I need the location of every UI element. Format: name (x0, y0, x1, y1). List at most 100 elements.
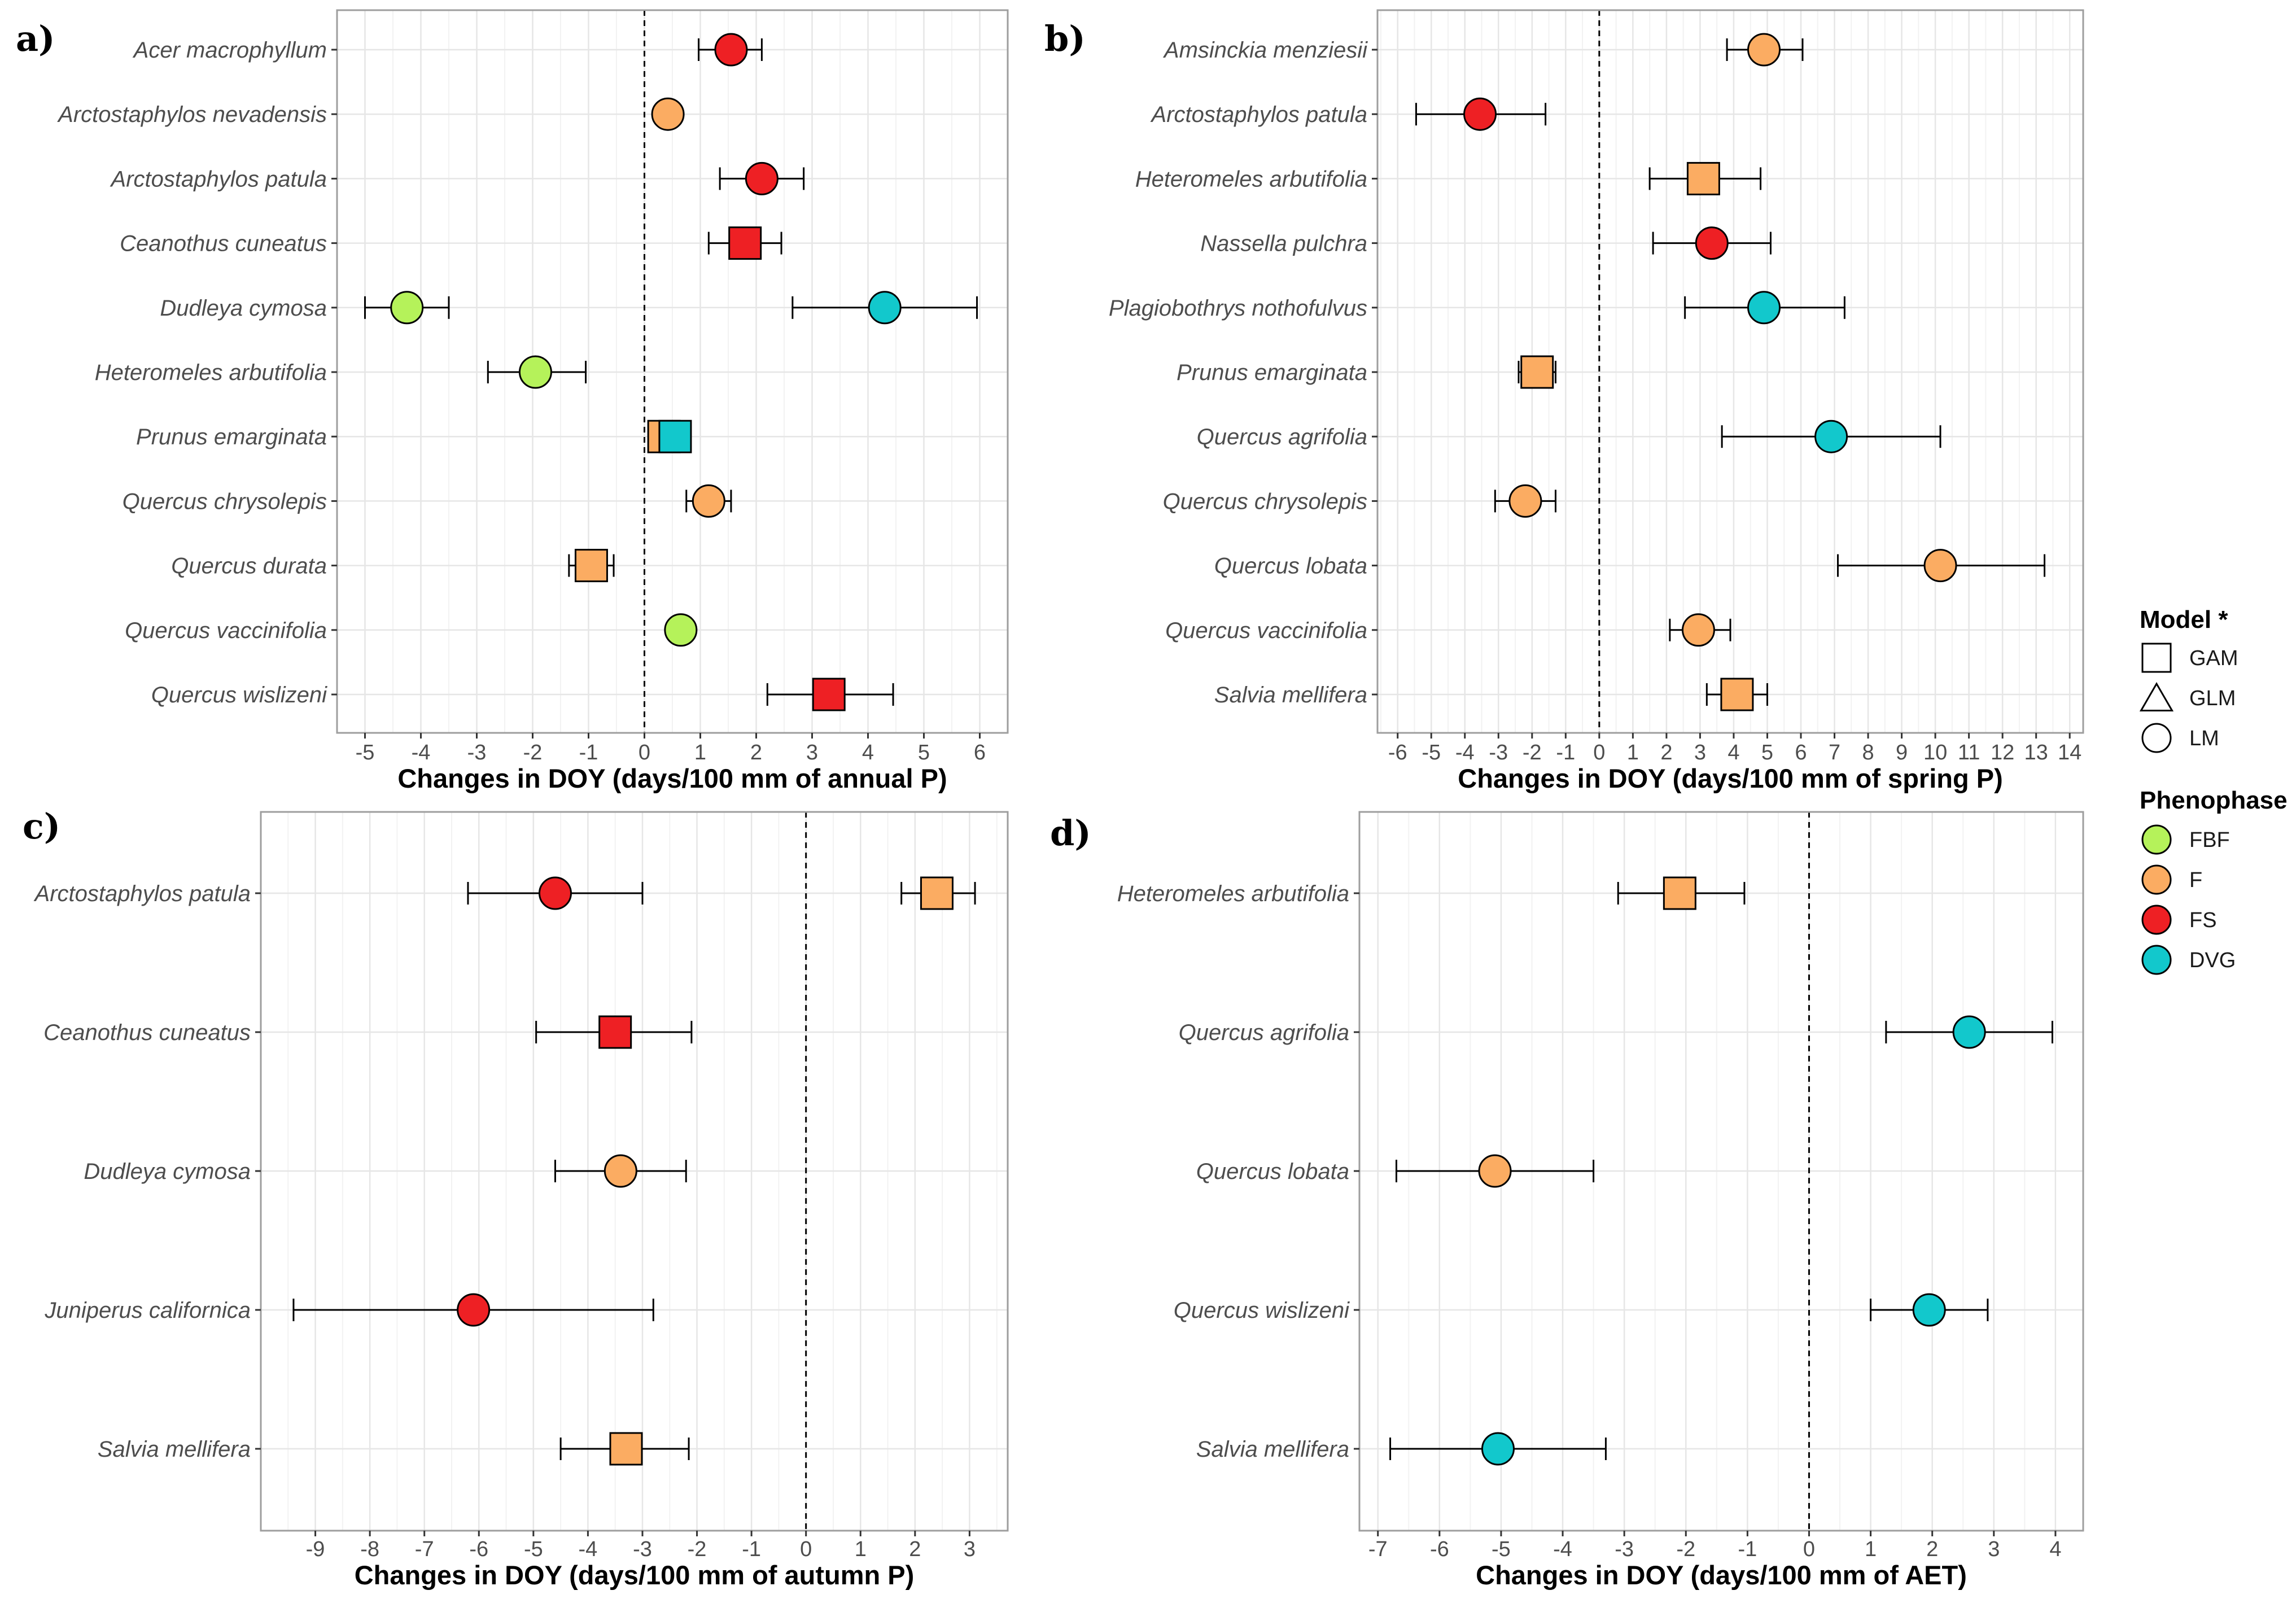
data-point-quercus-durata-f (568, 549, 615, 583)
x-tick-label: 2 (1926, 1537, 1938, 1561)
x-tick-label: 6 (1795, 741, 1807, 764)
x-tick-label: -1 (579, 741, 598, 764)
point-marker (651, 97, 685, 131)
y-tick-label: Quercus lobata (1214, 554, 1367, 579)
y-tick-label: Arctostaphylos patula (110, 167, 327, 191)
data-point-heteromeles-arbutifolia-f (1617, 876, 1746, 910)
point-marker (457, 1293, 491, 1327)
data-point-quercus-chrysolepis-f (685, 484, 732, 518)
data-point-salvia-mellifera-f (559, 1432, 690, 1466)
legend-model-symbol (2141, 643, 2172, 673)
x-tick-label: -3 (1615, 1537, 1634, 1561)
x-tick-label: 2 (1660, 741, 1672, 764)
point-marker (1508, 484, 1542, 518)
x-tick-label: -4 (579, 1537, 598, 1561)
x-tick-label: 5 (918, 741, 930, 764)
point-marker (390, 291, 424, 325)
x-tick-label: 12 (1991, 741, 2014, 764)
x-tick-label: 2 (750, 741, 762, 764)
legend-model-title: Model * (2140, 606, 2228, 634)
x-tick-label: -7 (415, 1537, 434, 1561)
point-marker (1681, 613, 1715, 647)
x-tick-label: -3 (467, 741, 487, 764)
data-point-prunus-emarginata-f (1517, 355, 1556, 389)
data-point-quercus-wislizeni-dvg (1870, 1293, 1989, 1327)
data-point-arctostaphylos-patula-fs (1415, 97, 1547, 131)
x-axis-label: Changes in DOY (days/100 mm of AET) (1476, 1560, 1967, 1590)
point-marker (728, 226, 762, 260)
x-tick-label: 0 (638, 741, 650, 764)
data-point-ceanothus-cuneatus-fs (707, 226, 782, 260)
x-tick-label: 1 (694, 741, 706, 764)
x-tick-label: -1 (742, 1537, 761, 1561)
y-tick-label: Prunus emarginata (136, 425, 327, 449)
panel-label: a) (16, 18, 55, 59)
data-point-plagiobothrys-nothofulvus-dvg (1684, 291, 1845, 325)
data-point-heteromeles-arbutifolia-f (1648, 161, 1762, 195)
x-tick-label: 4 (1728, 741, 1739, 764)
y-tick-label: Quercus durata (171, 554, 327, 579)
y-tick-label: Quercus vaccinifolia (125, 618, 327, 643)
data-point-quercus-lobata-f (1395, 1154, 1595, 1188)
data-point-acer-macrophyllum-fs (698, 33, 763, 67)
x-tick-label: -4 (412, 741, 431, 764)
x-tick-label: 4 (2049, 1537, 2061, 1561)
data-point-quercus-agrifolia-dvg (1721, 420, 1941, 453)
legend-model-gam: GAM (2141, 643, 2238, 673)
point-marker (658, 420, 692, 453)
legend-model-symbol (2139, 682, 2174, 711)
x-tick-label: -6 (1388, 741, 1407, 764)
y-tick-label: Prunus emarginata (1177, 360, 1367, 385)
data-point-salvia-mellifera-dvg (1389, 1432, 1607, 1466)
legend-phenophase-label: F (2189, 868, 2202, 892)
data-point-amsinckia-menziesii-f (1726, 33, 1804, 67)
y-tick-label: Salvia mellifera (1196, 1437, 1349, 1462)
point-marker (920, 876, 954, 910)
point-marker (1478, 1154, 1512, 1188)
y-tick-label: Quercus chrysolepis (1163, 489, 1367, 514)
y-tick-label: Quercus vaccinifolia (1165, 618, 1367, 643)
point-marker (609, 1432, 643, 1466)
point-marker (714, 33, 748, 67)
legend-model-label: GAM (2189, 646, 2238, 670)
x-tick-label: 1 (855, 1537, 867, 1561)
x-tick-label: 7 (1829, 741, 1840, 764)
point-marker (1695, 226, 1729, 260)
x-tick-label: 13 (2024, 741, 2048, 764)
legend-model-glm: GLM (2139, 682, 2236, 711)
panel-label: d) (1050, 812, 1091, 854)
y-tick-label: Juniperus californica (44, 1298, 251, 1323)
x-tick-label: 0 (1803, 1537, 1815, 1561)
legend-phenophase-f: F (2141, 864, 2202, 895)
point-marker (538, 876, 572, 910)
legend-model-symbol (2141, 723, 2172, 753)
legend-phenophase-swatch (2141, 905, 2172, 935)
x-tick-label: -5 (1422, 741, 1441, 764)
y-tick-label: Amsinckia menziesii (1163, 38, 1368, 63)
point-marker (1481, 1432, 1515, 1466)
y-tick-label: Salvia mellifera (1214, 683, 1367, 707)
point-marker (745, 161, 779, 195)
point-marker (868, 291, 902, 325)
x-tick-label: 11 (1958, 741, 1980, 764)
x-tick-label: -4 (1553, 1537, 1572, 1561)
panel-label: b) (1044, 18, 1086, 59)
x-tick-label: -2 (688, 1537, 707, 1561)
point-marker (1686, 161, 1720, 195)
chart-panel-d: d) Heteromeles arbutifolia Quercus agrifol… (1050, 811, 2084, 1590)
data-point-dudleya-cymosa-fbf (364, 291, 450, 325)
data-point-salvia-mellifera-f (1705, 678, 1768, 711)
x-tick-label: -3 (1489, 741, 1508, 764)
panel-label: c) (23, 806, 60, 847)
x-tick-label: -4 (1455, 741, 1475, 764)
y-tick-label: Arctostaphylos nevadensis (57, 102, 327, 127)
point-marker (1747, 291, 1781, 325)
data-point-juniperus-californica-fs (292, 1293, 654, 1327)
y-tick-label: Salvia mellifera (98, 1437, 251, 1462)
y-tick-label: Quercus lobata (1196, 1159, 1349, 1184)
data-point-prunus-emarginata-dvg (658, 420, 692, 453)
y-tick-label: Heteromeles arbutifolia (95, 360, 327, 385)
legend-phenophase-label: FS (2189, 908, 2217, 932)
y-tick-label: Quercus chrysolepis (123, 489, 327, 514)
point-marker (1520, 355, 1554, 389)
